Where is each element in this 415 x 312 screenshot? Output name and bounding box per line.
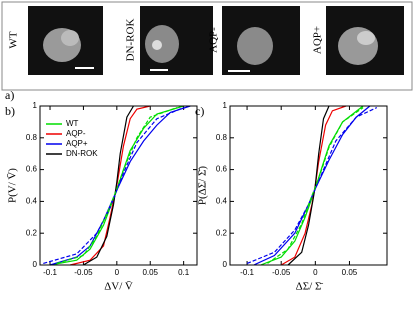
x-tick-label: 0 <box>115 268 120 277</box>
legend-label: WT <box>66 119 79 128</box>
legend-label: AQP+ <box>66 139 88 148</box>
cdf-line <box>260 105 364 266</box>
y-tick-label: 1 <box>223 101 228 110</box>
y-tick-label: 0.2 <box>216 228 228 237</box>
cell <box>237 27 273 65</box>
image-label: AQP+ <box>312 26 324 54</box>
panel-frame <box>1 1 413 91</box>
panel-label: a) <box>5 88 14 102</box>
x-tick-label: -0.1 <box>240 268 254 277</box>
image-row: WT DN-ROK AQP- AQP+ <box>8 6 404 81</box>
y-tick-label: 0.6 <box>26 165 38 174</box>
panel-label: c) <box>195 104 204 118</box>
cdf-line <box>49 105 191 266</box>
y-tick-label: 0.4 <box>216 197 228 206</box>
x-tick-label: 0.05 <box>342 268 358 277</box>
plot-frame <box>229 105 388 266</box>
cdf-line <box>246 107 378 264</box>
cdf-line <box>280 105 347 266</box>
cdf-line <box>253 105 371 266</box>
y-tick-label: 0.6 <box>216 165 228 174</box>
panel-label: b) <box>5 104 15 118</box>
y-tick-label: 0.4 <box>26 197 38 206</box>
image-label: AQP- <box>208 27 220 53</box>
cell <box>145 25 179 63</box>
cell <box>61 30 79 46</box>
plot-frame <box>39 105 198 266</box>
image-label: DN-ROK <box>125 19 137 62</box>
x-tick-label: 0.1 <box>178 268 190 277</box>
cdf-line <box>43 107 184 264</box>
image-label: WT <box>8 31 20 48</box>
cell <box>152 40 162 50</box>
x-tick-label: -0.05 <box>272 268 291 277</box>
x-axis-label: ΔV/ V̄ <box>104 281 133 293</box>
x-tick-label: 0.05 <box>142 268 158 277</box>
cdf-line <box>267 107 364 264</box>
cdf-line <box>83 105 135 266</box>
y-tick-label: 0 <box>33 260 38 269</box>
legend-label: AQP- <box>66 129 86 138</box>
x-axis-label: ΔΣ/ Σ̄ <box>296 281 324 293</box>
y-tick-label: 1 <box>33 101 38 110</box>
y-tick-label: 0.8 <box>26 133 38 142</box>
y-tick-label: 0.2 <box>26 228 38 237</box>
y-axis-label: P(ΔΣ/ Σ̄) <box>197 166 209 205</box>
y-tick-label: 0.8 <box>216 133 228 142</box>
x-tick-label: -0.05 <box>74 268 93 277</box>
legend-label: DN-ROK <box>66 149 98 158</box>
y-axis-label: P(V/ V̄) <box>7 168 19 203</box>
cell <box>357 31 375 45</box>
cdf-line <box>56 107 178 264</box>
cell <box>338 27 378 65</box>
y-tick-label: 0 <box>223 260 228 269</box>
x-tick-label: -0.1 <box>43 268 57 277</box>
x-tick-label: 0 <box>313 268 318 277</box>
